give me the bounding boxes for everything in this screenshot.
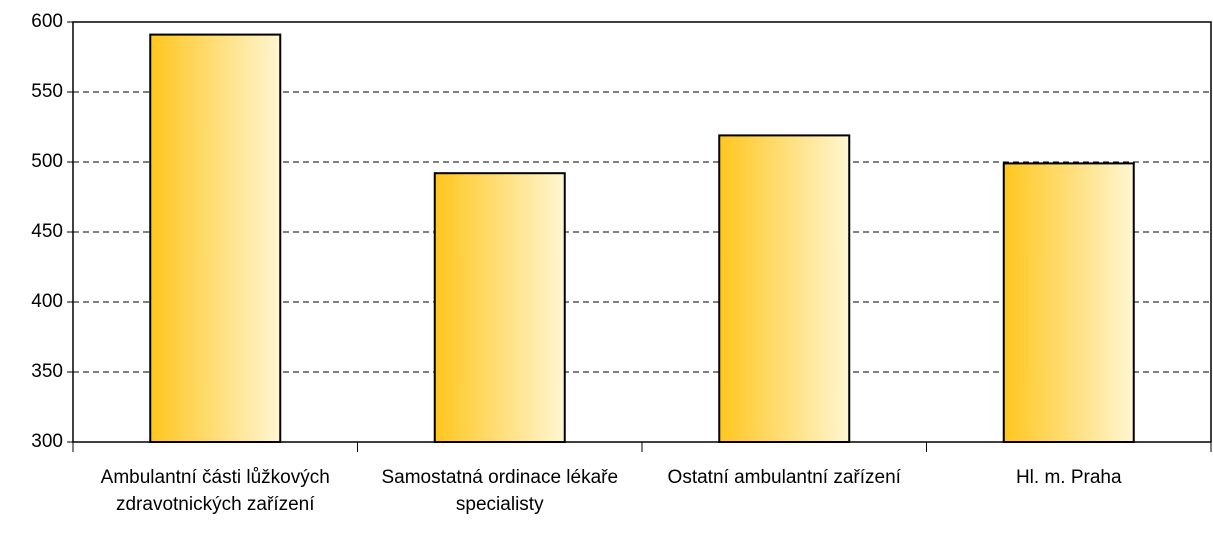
x-tick-label: Ambulantní části lůžkových zdravotnickýc… <box>100 467 330 515</box>
y-tick-label: 450 <box>31 221 63 242</box>
bar <box>149 33 282 443</box>
bar <box>433 172 566 443</box>
x-tick-label: Hl. m. Praha <box>1015 467 1122 488</box>
y-tick-label: 400 <box>31 291 63 312</box>
y-tick-label: 300 <box>31 431 63 452</box>
y-tick-label: 550 <box>31 81 63 102</box>
bar <box>718 134 851 443</box>
y-tick-label: 500 <box>31 151 63 172</box>
bar <box>1002 162 1135 443</box>
y-tick-label: 350 <box>31 361 63 382</box>
y-tick-label: 600 <box>31 11 63 32</box>
x-tick-label: Ostatní ambulantní zařízení <box>667 467 901 488</box>
x-tick-label: Samostatná ordinace lékaře specialisty <box>381 467 619 515</box>
